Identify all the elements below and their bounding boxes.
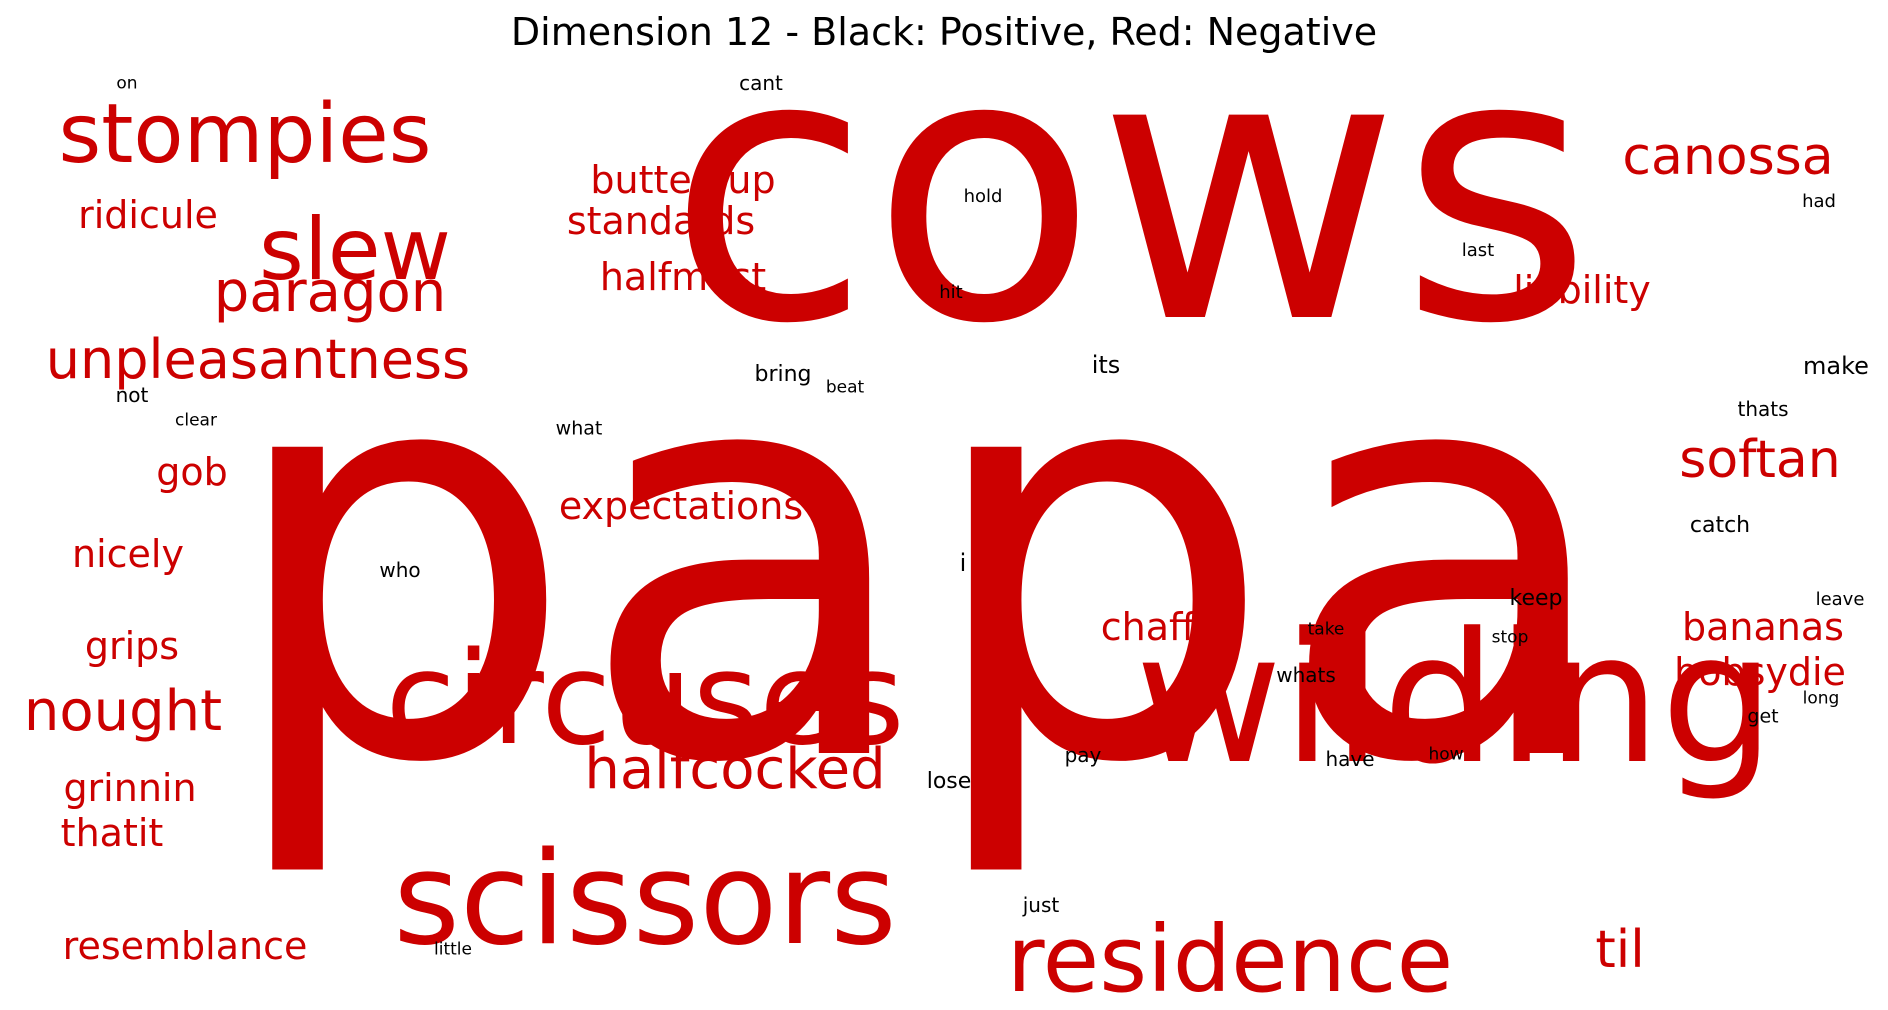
word-expectations: expectations [558, 484, 804, 528]
word-lose: lose [926, 769, 972, 794]
word-bring: bring [754, 362, 812, 387]
word-liability: liability [1513, 268, 1651, 312]
word-ridicule: ridicule [78, 193, 218, 237]
word-unpleasantness: unpleasantness [45, 328, 471, 391]
word-hold: hold [963, 186, 1003, 207]
word-nought: nought [23, 679, 223, 744]
word-who: who [379, 558, 421, 582]
chart-title: Dimension 12 - Black: Positive, Red: Neg… [510, 10, 1378, 54]
word-leave: leave [1815, 589, 1865, 610]
word-catch: catch [1689, 513, 1751, 538]
word-keep: keep [1509, 586, 1563, 611]
word-slew: slew [259, 200, 451, 300]
word-nicely: nicely [72, 532, 184, 576]
word-clear: clear [175, 410, 217, 431]
word-softan: softan [1679, 430, 1841, 490]
word-bobsydie: bobsydie [1674, 650, 1846, 694]
word-hit: hit [939, 282, 963, 303]
word-pay: pay [1064, 743, 1102, 767]
word-halfcocked: halfcocked [584, 737, 886, 802]
word-halfmast: halfmast [599, 255, 767, 299]
word-residence: residence [1006, 906, 1454, 1010]
word-wilding: wilding [1135, 595, 1775, 804]
word-beat: beat [825, 377, 865, 398]
word-thats: thats [1737, 397, 1789, 421]
word-gob: gob [156, 450, 228, 494]
word-papa: papa [221, 234, 1619, 886]
word-on: on [116, 73, 138, 94]
word-grips: grips [84, 624, 180, 668]
word-stop: stop [1491, 627, 1529, 648]
word-bananas: bananas [1682, 605, 1844, 649]
word-little: little [434, 939, 472, 960]
word-long: long [1802, 688, 1840, 709]
word-have: have [1325, 747, 1375, 771]
word-thatit: thatit [60, 811, 164, 855]
word-not: not [115, 383, 149, 407]
word-grinnin: grinnin [63, 766, 197, 810]
word-chaff: chaff [1100, 605, 1196, 649]
word-cant: cant [739, 71, 783, 95]
word-circuses: circuses [385, 625, 905, 774]
word-standards: standards [566, 199, 756, 243]
word-make: make [1803, 352, 1869, 380]
word-canossa: canossa [1622, 127, 1834, 187]
word-resemblance: resemblance [62, 924, 308, 968]
word-til: til [1595, 920, 1645, 980]
word-paragon: paragon [213, 260, 447, 325]
word-take: take [1307, 619, 1345, 640]
word-what: what [555, 417, 603, 440]
word-i: i [959, 549, 967, 577]
word-buttercup: buttercup [590, 158, 776, 202]
word-stompies: stompies [58, 87, 432, 182]
word-its: its [1091, 351, 1121, 379]
word-had: had [1802, 191, 1836, 212]
word-whats: whats [1276, 663, 1336, 687]
word-how: how [1428, 744, 1464, 765]
word-scissors: scissors [393, 825, 897, 974]
word-cows: cows [667, 0, 1593, 405]
word-last: last [1461, 240, 1495, 261]
word-just: just [1022, 893, 1060, 917]
word-get: get [1747, 705, 1779, 728]
